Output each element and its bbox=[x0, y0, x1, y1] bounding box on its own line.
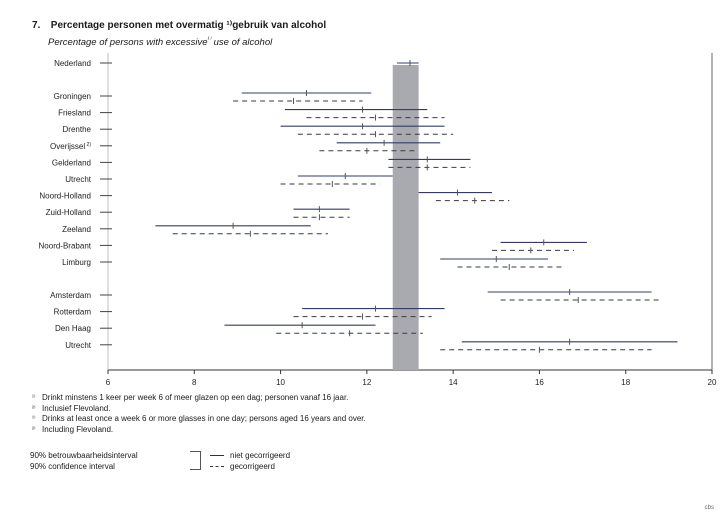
title-en-sup: ¹⁾ bbox=[207, 37, 211, 43]
category-label: Nederland bbox=[54, 59, 91, 68]
legend-interval-en: 90% confidence interval bbox=[30, 461, 115, 471]
x-tick-label: 14 bbox=[449, 378, 458, 387]
footnote-1: ¹⁾ Drinkt minstens 1 keer per week 6 of m… bbox=[32, 393, 366, 404]
footnote-text: Drinks at least once a week 6 or more gl… bbox=[42, 414, 366, 423]
category-label: Noord-Holland bbox=[39, 192, 91, 201]
x-tick-label: 16 bbox=[535, 378, 544, 387]
title-en-post: use of alcohol bbox=[210, 37, 273, 49]
legend-interval: 90% betrouwbaarheidsinterval 90% confide… bbox=[30, 451, 170, 472]
category-label: Noord-Brabant bbox=[39, 241, 92, 250]
legend-niet-label: niet gecorrigeerd bbox=[230, 451, 291, 460]
category-label: Gelderland bbox=[52, 158, 91, 167]
legend-gecorrigeerd-label: gecorrigeerd bbox=[230, 461, 275, 471]
chart-title-en: Percentage of persons with excessive¹⁾ u… bbox=[48, 36, 326, 48]
legend-niet: niet gecorrigeerd bbox=[210, 451, 350, 462]
category-label: Zuid-Holland bbox=[46, 208, 91, 217]
interval-chart: 6 8 10 12 14 16 18 20 Nederland Groningen Frieslan… bbox=[39, 53, 717, 387]
x-tick-label: 6 bbox=[106, 378, 111, 387]
footnote-mark: ¹⁾ bbox=[32, 416, 36, 422]
category-label: Den Haag bbox=[55, 324, 91, 333]
x-tick-label: 10 bbox=[276, 378, 285, 387]
x-tick-label: 12 bbox=[362, 378, 371, 387]
footnotes: ¹⁾ Drinkt minstens 1 keer per week 6 of m… bbox=[32, 393, 366, 435]
legend-solid-line bbox=[210, 455, 224, 457]
footnote-4: ²⁾ Including Flevoland. bbox=[32, 425, 366, 436]
category-label: Utrecht bbox=[65, 341, 92, 350]
legend-bracket bbox=[190, 451, 201, 470]
chart-title-nl: Percentage personen met overmatig ¹⁾gebr… bbox=[50, 20, 327, 31]
footnote-mark: ¹⁾ bbox=[32, 395, 36, 401]
nederland-band bbox=[392, 65, 419, 370]
category-label: Drenthe bbox=[63, 125, 92, 134]
category-label: Amsterdam bbox=[50, 291, 91, 300]
legend-gecorrigeerd: gecorrigeerd bbox=[210, 462, 350, 473]
footnote-mark: ²⁾ bbox=[32, 426, 36, 433]
category-label: Friesland bbox=[58, 109, 91, 118]
category-label: Zeeland bbox=[62, 225, 91, 234]
title-en-pre: Percentage of persons with excessive bbox=[48, 37, 208, 49]
x-tick-label: 20 bbox=[708, 378, 717, 387]
chart-number: 7. bbox=[32, 20, 41, 31]
legend-interval-nl: 90% betrouwbaarheidsinterval bbox=[30, 451, 138, 460]
category-label: Utrecht bbox=[65, 175, 92, 184]
legend-series: niet gecorrigeerd gecorrigeerd bbox=[210, 451, 350, 472]
footnote-text: Inclusief Flevoland. bbox=[42, 403, 111, 413]
footnote-mark: ²⁾ bbox=[32, 405, 36, 412]
x-tick-label: 18 bbox=[621, 378, 630, 387]
category-label: Overijssel 2) bbox=[50, 142, 91, 151]
legend-dashed-line bbox=[210, 465, 224, 467]
footnote-3: ¹⁾ Drinks at least once a week 6 or more … bbox=[32, 414, 366, 425]
footnote-text: Drinkt minstens 1 keer per week 6 of mee… bbox=[42, 393, 349, 402]
footnote-text: Including Flevoland. bbox=[42, 424, 114, 434]
x-tick-label: 8 bbox=[192, 378, 197, 387]
footnote-2: ²⁾ Inclusief Flevoland. bbox=[32, 404, 366, 415]
source-label: cbs bbox=[704, 505, 714, 511]
chart-title-block: 7. Percentage personen met overmatig ¹⁾g… bbox=[32, 15, 326, 48]
category-label: Limburg bbox=[62, 258, 91, 267]
category-label: Rotterdam bbox=[54, 308, 92, 317]
category-label: Groningen bbox=[54, 92, 91, 101]
